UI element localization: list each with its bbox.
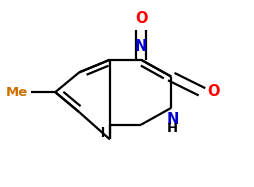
Text: N: N [166, 112, 178, 127]
Text: Me: Me [6, 86, 28, 99]
Text: O: O [134, 11, 147, 26]
Text: H: H [166, 122, 177, 135]
Text: N: N [134, 39, 147, 54]
Text: O: O [207, 84, 219, 99]
